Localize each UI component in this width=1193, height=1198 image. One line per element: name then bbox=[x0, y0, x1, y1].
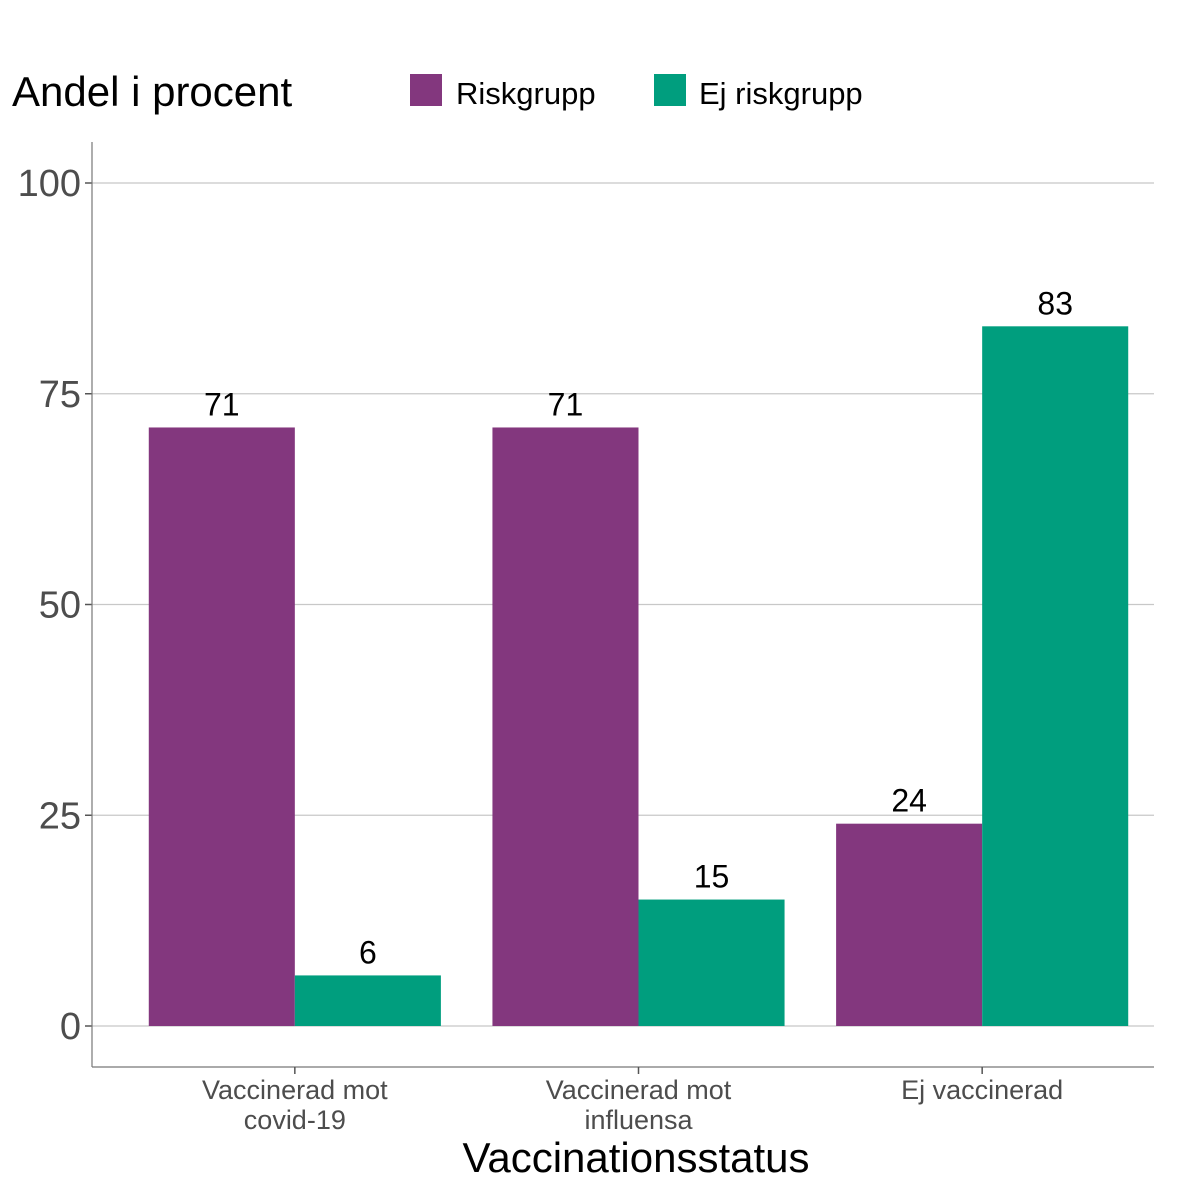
legend-swatch bbox=[654, 74, 686, 106]
y-tick-label: 0 bbox=[60, 1006, 81, 1048]
data-label: 6 bbox=[359, 934, 377, 970]
data-label: 15 bbox=[694, 859, 730, 895]
x-tick-label: Vaccinerad mot bbox=[202, 1075, 388, 1105]
data-label: 71 bbox=[204, 386, 240, 422]
data-label: 83 bbox=[1037, 285, 1073, 321]
legend-swatch bbox=[410, 74, 442, 106]
bar-ej-riskgrupp-0 bbox=[294, 975, 441, 1026]
x-tick-label: Ej vaccinerad bbox=[901, 1075, 1063, 1105]
bar-ej-riskgrupp-1 bbox=[638, 899, 785, 1026]
y-axis-title: Andel i procent bbox=[12, 68, 293, 115]
bar-riskgrupp-0 bbox=[148, 427, 295, 1027]
bar-riskgrupp-1 bbox=[492, 427, 639, 1027]
axes bbox=[85, 142, 1154, 1074]
x-tick-label: covid-19 bbox=[244, 1105, 346, 1135]
data-labels: 71 6 71 15 24 83 bbox=[204, 285, 1073, 970]
x-axis-title: Vaccinationsstatus bbox=[462, 1134, 809, 1181]
y-tick-label: 100 bbox=[18, 163, 81, 205]
y-tick-label: 25 bbox=[39, 795, 81, 837]
legend: Riskgrupp Ej riskgrupp bbox=[410, 74, 863, 111]
bars bbox=[148, 326, 1129, 1027]
bar-riskgrupp-2 bbox=[836, 823, 983, 1026]
data-label: 24 bbox=[891, 783, 927, 819]
x-tick-label: Vaccinerad mot bbox=[546, 1075, 732, 1105]
legend-label: Ej riskgrupp bbox=[699, 76, 863, 111]
data-label: 71 bbox=[548, 386, 584, 422]
y-tick-label: 50 bbox=[39, 585, 81, 627]
legend-label: Riskgrupp bbox=[456, 76, 596, 111]
x-tick-label: influensa bbox=[584, 1105, 693, 1135]
y-tick-labels: 0 25 50 75 100 bbox=[18, 163, 81, 1048]
bar-ej-riskgrupp-2 bbox=[982, 326, 1129, 1026]
y-tick-label: 75 bbox=[39, 374, 81, 416]
